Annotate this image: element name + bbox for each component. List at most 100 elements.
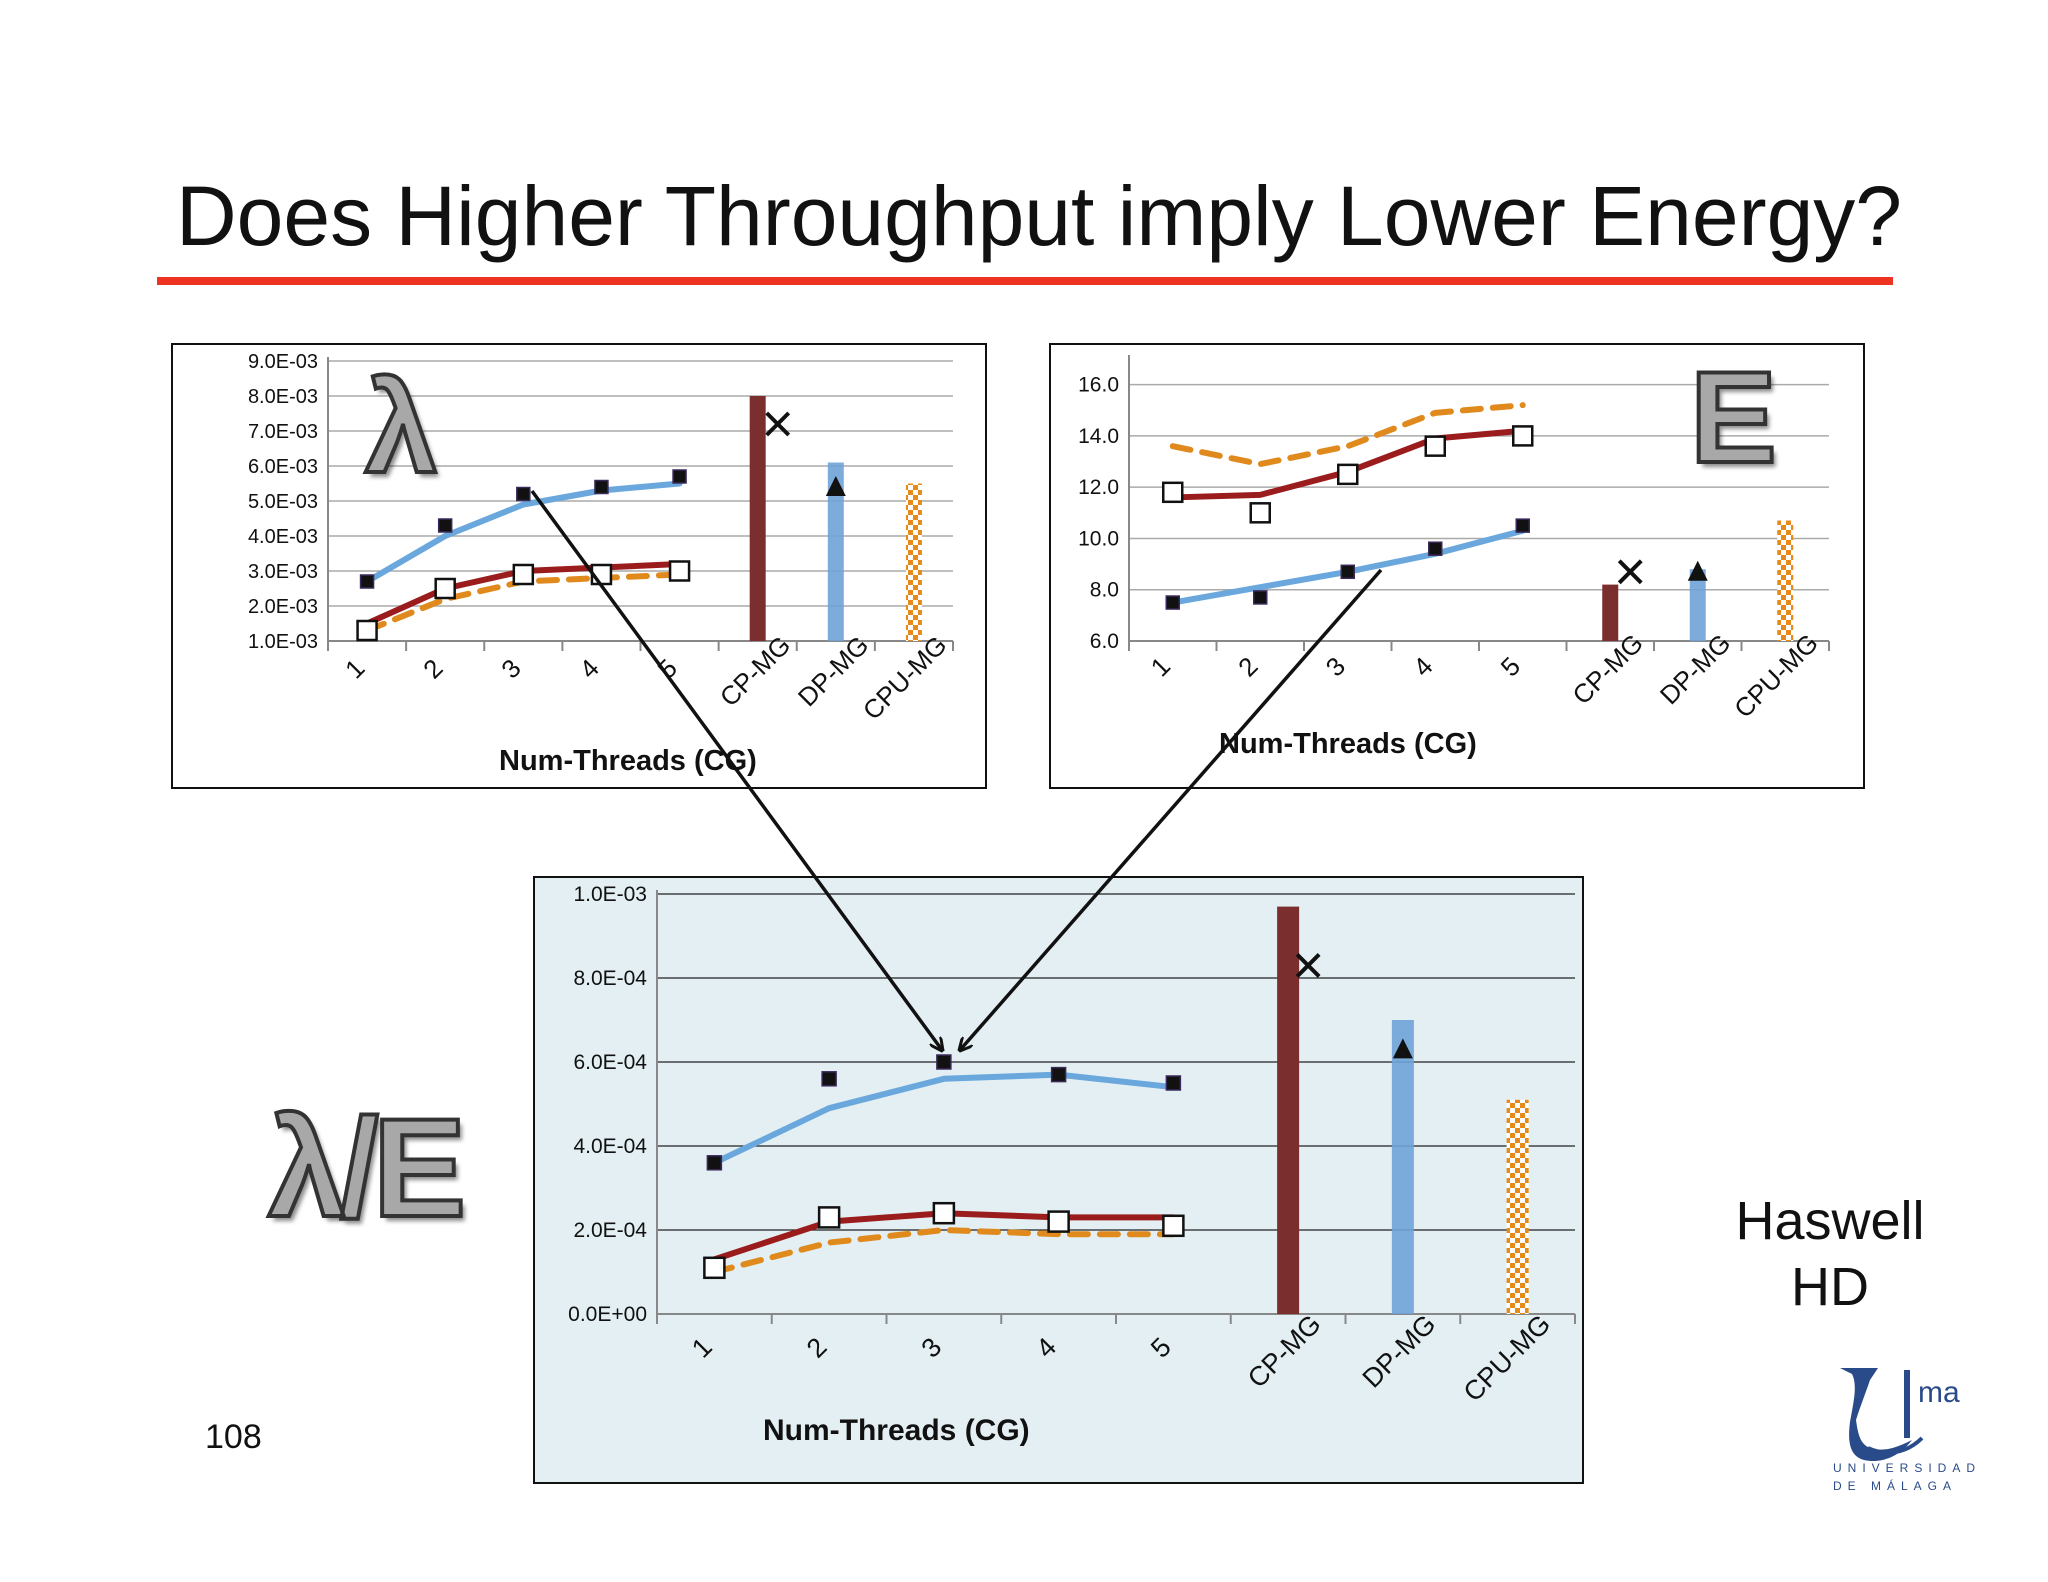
category-label: 5 bbox=[1495, 651, 1526, 682]
x-axis-label: Num-Threads (CG) bbox=[499, 745, 757, 777]
point-open-square bbox=[1512, 425, 1534, 447]
y-tick-label: 8.0 bbox=[1090, 579, 1119, 602]
y-tick-label: 6.0E-04 bbox=[573, 1051, 647, 1074]
bar-dp-mg bbox=[1391, 1020, 1414, 1314]
series-line-2 bbox=[711, 1227, 1177, 1275]
y-tick-label: 12.0 bbox=[1078, 476, 1119, 499]
energy-symbol: E bbox=[1688, 344, 1779, 490]
point-filled-square bbox=[936, 1054, 952, 1070]
title-rule bbox=[157, 277, 1893, 285]
bar-cpu-mg bbox=[1506, 1099, 1529, 1314]
logo-caption: UNIVERSIDAD DE MÁLAGA bbox=[1833, 1459, 1981, 1495]
point-open-square bbox=[356, 619, 378, 642]
category-label: 4 bbox=[1407, 651, 1438, 682]
y-tick-label: 9.0E-03 bbox=[248, 351, 318, 373]
marker-x bbox=[1617, 559, 1643, 585]
logo-wave-icon bbox=[1867, 1436, 1924, 1455]
bar-cp-mg bbox=[1277, 906, 1300, 1314]
point-filled-square bbox=[437, 518, 453, 533]
marker-x bbox=[765, 411, 791, 437]
y-tick-label: 10.0 bbox=[1078, 527, 1119, 550]
y-tick-label: 4.0E-03 bbox=[248, 526, 318, 548]
point-filled-square bbox=[672, 469, 687, 484]
y-tick-label: 8.0E-04 bbox=[573, 967, 647, 990]
point-filled-square bbox=[1515, 518, 1530, 533]
point-open-square bbox=[703, 1256, 726, 1280]
point-open-square bbox=[1249, 502, 1271, 524]
category-label: 4 bbox=[573, 653, 604, 684]
category-label: 4 bbox=[1030, 1332, 1062, 1364]
marker-x-stroke bbox=[1617, 559, 1643, 585]
category-label: 2 bbox=[417, 653, 448, 684]
point-filled-square bbox=[1340, 564, 1355, 580]
point-filled-square bbox=[594, 479, 609, 495]
y-tick-label: 2.0E-04 bbox=[573, 1219, 647, 1242]
point-open-square bbox=[1424, 435, 1446, 457]
category-label: 2 bbox=[801, 1332, 833, 1364]
category-label: 3 bbox=[916, 1332, 948, 1364]
category-label: CP-MG bbox=[1242, 1309, 1327, 1394]
point-filled-square bbox=[1428, 541, 1443, 556]
category-label: CPU-MG bbox=[1458, 1309, 1557, 1408]
category-label: 2 bbox=[1232, 651, 1263, 682]
page-number: 108 bbox=[205, 1418, 262, 1456]
point-filled-square bbox=[1253, 590, 1268, 605]
logo-bar-icon bbox=[1904, 1370, 1910, 1438]
y-tick-label: 7.0E-03 bbox=[248, 421, 318, 443]
y-tick-label: 6.0 bbox=[1090, 630, 1119, 653]
series-line-0 bbox=[1169, 402, 1526, 468]
bar-dp-mg bbox=[1689, 569, 1706, 641]
logo-caption-line-2: DE MÁLAGA bbox=[1833, 1479, 1958, 1493]
point-filled-square bbox=[359, 574, 375, 589]
bar-cpu-mg bbox=[1777, 520, 1794, 641]
y-tick-label: 1.0E-03 bbox=[573, 883, 647, 906]
y-tick-label: 1.0E-03 bbox=[248, 631, 318, 653]
point-filled-square bbox=[1165, 595, 1180, 610]
point-open-square bbox=[932, 1201, 956, 1225]
point-filled-square bbox=[821, 1071, 837, 1087]
point-open-square bbox=[1162, 481, 1184, 504]
point-open-square bbox=[1162, 1214, 1185, 1238]
y-tick-label: 5.0E-03 bbox=[248, 491, 318, 513]
platform-name: Haswell bbox=[1735, 1191, 1925, 1251]
point-open-square bbox=[590, 563, 613, 586]
series-line-0 bbox=[364, 480, 683, 585]
ratio-chart: 1.0E-03 8.0E-04 6.0E-04 4.0E-04 2.0E-04 0.0E+… bbox=[568, 883, 1576, 1447]
ratio-symbol: λ/E bbox=[266, 1089, 468, 1246]
bar-cp-mg bbox=[1602, 584, 1619, 641]
marker-triangle bbox=[1392, 1038, 1413, 1059]
category-label: DP-MG bbox=[1357, 1309, 1442, 1394]
ratio-chart-panel: 1.0E-03 8.0E-04 6.0E-04 4.0E-04 2.0E-04 0.0E+… bbox=[533, 876, 1584, 1484]
logo-caption-line-1: UNIVERSIDAD bbox=[1833, 1461, 1982, 1475]
category-label: 3 bbox=[1320, 651, 1351, 682]
platform-variant: HD bbox=[1791, 1257, 1869, 1317]
y-tick-label: 14.0 bbox=[1078, 425, 1119, 448]
point-open-square bbox=[1337, 463, 1359, 486]
category-label: 1 bbox=[1145, 651, 1176, 682]
logo-text: ma bbox=[1918, 1376, 1960, 1409]
point-open-square bbox=[512, 563, 535, 586]
y-tick-label: 3.0E-03 bbox=[248, 561, 318, 583]
point-open-square bbox=[1047, 1210, 1070, 1233]
bar-cp-mg bbox=[749, 396, 766, 641]
marker-triangle bbox=[1687, 560, 1708, 581]
point-filled-square bbox=[516, 486, 531, 502]
y-tick-label: 6.0E-03 bbox=[248, 456, 318, 478]
category-label: CP-MG bbox=[714, 630, 796, 712]
point-open-square bbox=[817, 1206, 841, 1229]
logo-mark-icon bbox=[1840, 1368, 1912, 1462]
university-logo: ma bbox=[1840, 1368, 1960, 1462]
lambda-chart-panel: 9.0E-03 8.0E-03 7.0E-03 6.0E-03 5.0E-03 4.0E-… bbox=[171, 343, 987, 789]
energy-chart-panel: 16.0 14.0 12.0 10.0 8.0 6.0 1 2 3 4 5 CP-MG DP-MG CPU… bbox=[1049, 343, 1865, 789]
lambda-symbol: λ bbox=[363, 354, 439, 500]
category-label: 1 bbox=[339, 653, 370, 684]
marker-x-stroke bbox=[765, 411, 791, 437]
category-label: 5 bbox=[651, 653, 682, 684]
category-label: 1 bbox=[686, 1332, 718, 1364]
point-filled-square bbox=[1165, 1075, 1182, 1091]
category-label: 5 bbox=[1145, 1332, 1177, 1364]
point-filled-square bbox=[1050, 1066, 1067, 1083]
lambda-chart: 9.0E-03 8.0E-03 7.0E-03 6.0E-03 5.0E-03 4.0E-… bbox=[248, 351, 954, 777]
y-tick-label: 16.0 bbox=[1078, 374, 1119, 397]
y-tick-label: 2.0E-03 bbox=[248, 596, 318, 618]
